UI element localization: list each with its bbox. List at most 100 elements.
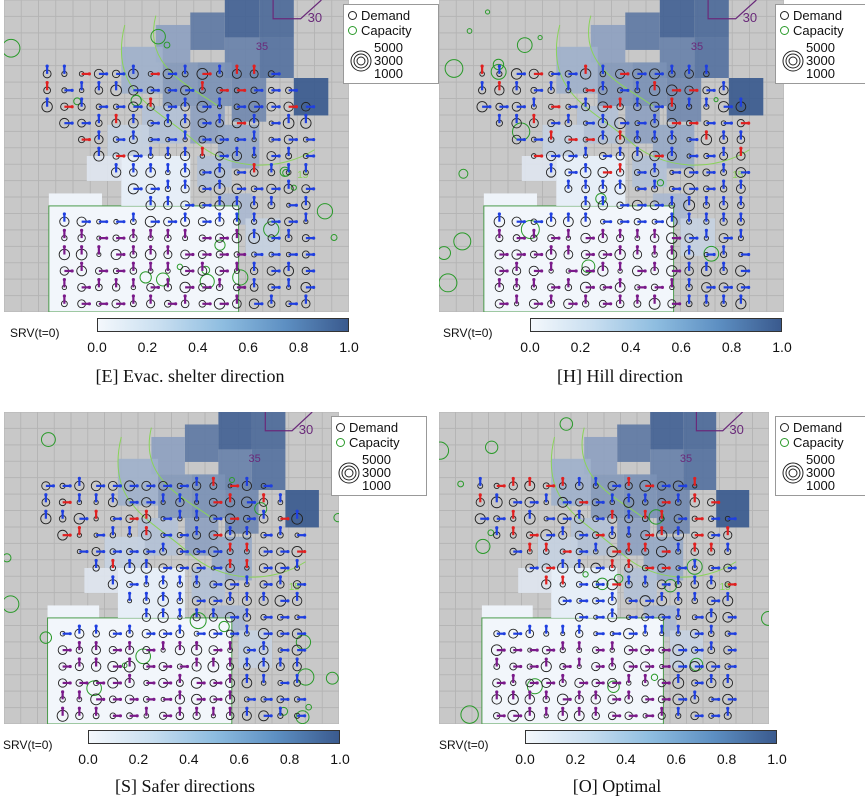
arrow-head [601,664,605,669]
arrow-head [161,591,165,595]
arrow-head [653,130,657,134]
arrow-head [528,624,532,628]
arrow-head [610,526,614,530]
arrow-head [585,549,589,554]
caption-s: [S] Safer directions [115,776,255,796]
arrow-head [574,170,578,175]
arrow-head [497,113,501,117]
capacity-circle [453,232,472,251]
arrow-head [269,697,273,701]
arrow-head [670,97,674,101]
arrow-head [495,690,499,694]
arrow-head [304,212,308,216]
legend-e: Demand Capacity 5000 3000 1000 [343,4,439,84]
tick-0: 0.0 [78,751,98,767]
contour-label: 30 [299,422,313,437]
srv-cell [121,46,163,94]
arrow-head [228,657,232,661]
arrow-head [549,245,553,249]
arrow-head [667,484,671,488]
arrow-head [68,500,72,504]
arrow-head [722,261,726,265]
arrow-head [236,582,240,587]
capacity-circle [650,673,659,682]
arrow-head [722,146,726,150]
arrow-head [704,212,708,216]
arrow-head [618,97,622,101]
arrow-head [202,681,206,685]
map-o: 30 35 15 [439,412,769,724]
arrow-head [717,697,721,701]
arrow-head [208,121,212,125]
arrow-head [191,252,195,257]
arrow-head [601,599,605,603]
arrow-head [262,493,266,497]
capacity-circle [487,529,495,537]
arrow-head [540,154,544,158]
arrow-head [245,558,249,563]
arrow-head [618,163,622,167]
arrow-head [277,154,281,158]
capacity-circle [713,97,719,103]
arrow-head [577,641,581,645]
arrow-head [704,97,708,101]
arrow-head [733,582,737,587]
arrow-head [722,80,726,85]
arrow-head [585,681,589,685]
arrow-head [260,252,264,257]
arrow-head [557,72,561,76]
arrow-head [169,566,173,570]
arrow-head [139,187,143,191]
arrow-head [245,476,249,480]
arrow-head [505,302,509,306]
arrow-head [584,294,588,298]
srv-cell [218,412,252,450]
arrow-head [294,105,298,109]
arrow-head [540,220,544,224]
arrow-head [262,657,266,661]
arrow-head [535,566,539,570]
contour-label: 15 [732,170,744,181]
demand-circle-icon [348,11,357,20]
arrow-head [139,105,143,109]
capacity-circle [139,271,152,284]
arrow-head [667,697,671,701]
arrow-head [169,632,173,636]
arrow-head [131,245,135,249]
arrow-head [660,154,664,158]
arrow-head [643,220,647,224]
arrow-head [94,493,98,497]
arrow-head [577,624,581,628]
arrow-head [667,681,671,685]
legend-size-5000: 5000 [806,40,835,55]
arrow-head [729,285,733,289]
arrow-head [511,526,515,530]
arrow-head [122,252,126,257]
capacity-circle-icon [780,438,789,447]
arrow-head [585,500,589,504]
arrow-head [709,608,713,612]
arrow-head [519,500,523,504]
arrow-head [700,615,704,619]
arrow-head [85,517,89,521]
arrow-head [178,690,182,694]
arrow-head [219,681,223,685]
arrow-head [185,566,190,570]
arrow-head [643,673,647,678]
tick-0: 0.0 [520,339,540,355]
arrow-head [245,657,249,661]
arrow-head [627,673,631,678]
arrow-head [260,302,264,306]
arrow-head [515,261,519,265]
arrow-head [635,146,639,150]
colorbar-label-o: SRV(t=0) [439,738,489,752]
arrow-head [676,542,680,546]
arrow-head [169,517,173,521]
arrow-head [131,261,135,265]
arrow-head [618,245,622,249]
tick-5: 1.0 [767,751,787,767]
arrow-head [178,673,182,678]
arrow-head [660,105,664,109]
arrow-head [511,509,515,513]
arrow-head [643,170,647,175]
